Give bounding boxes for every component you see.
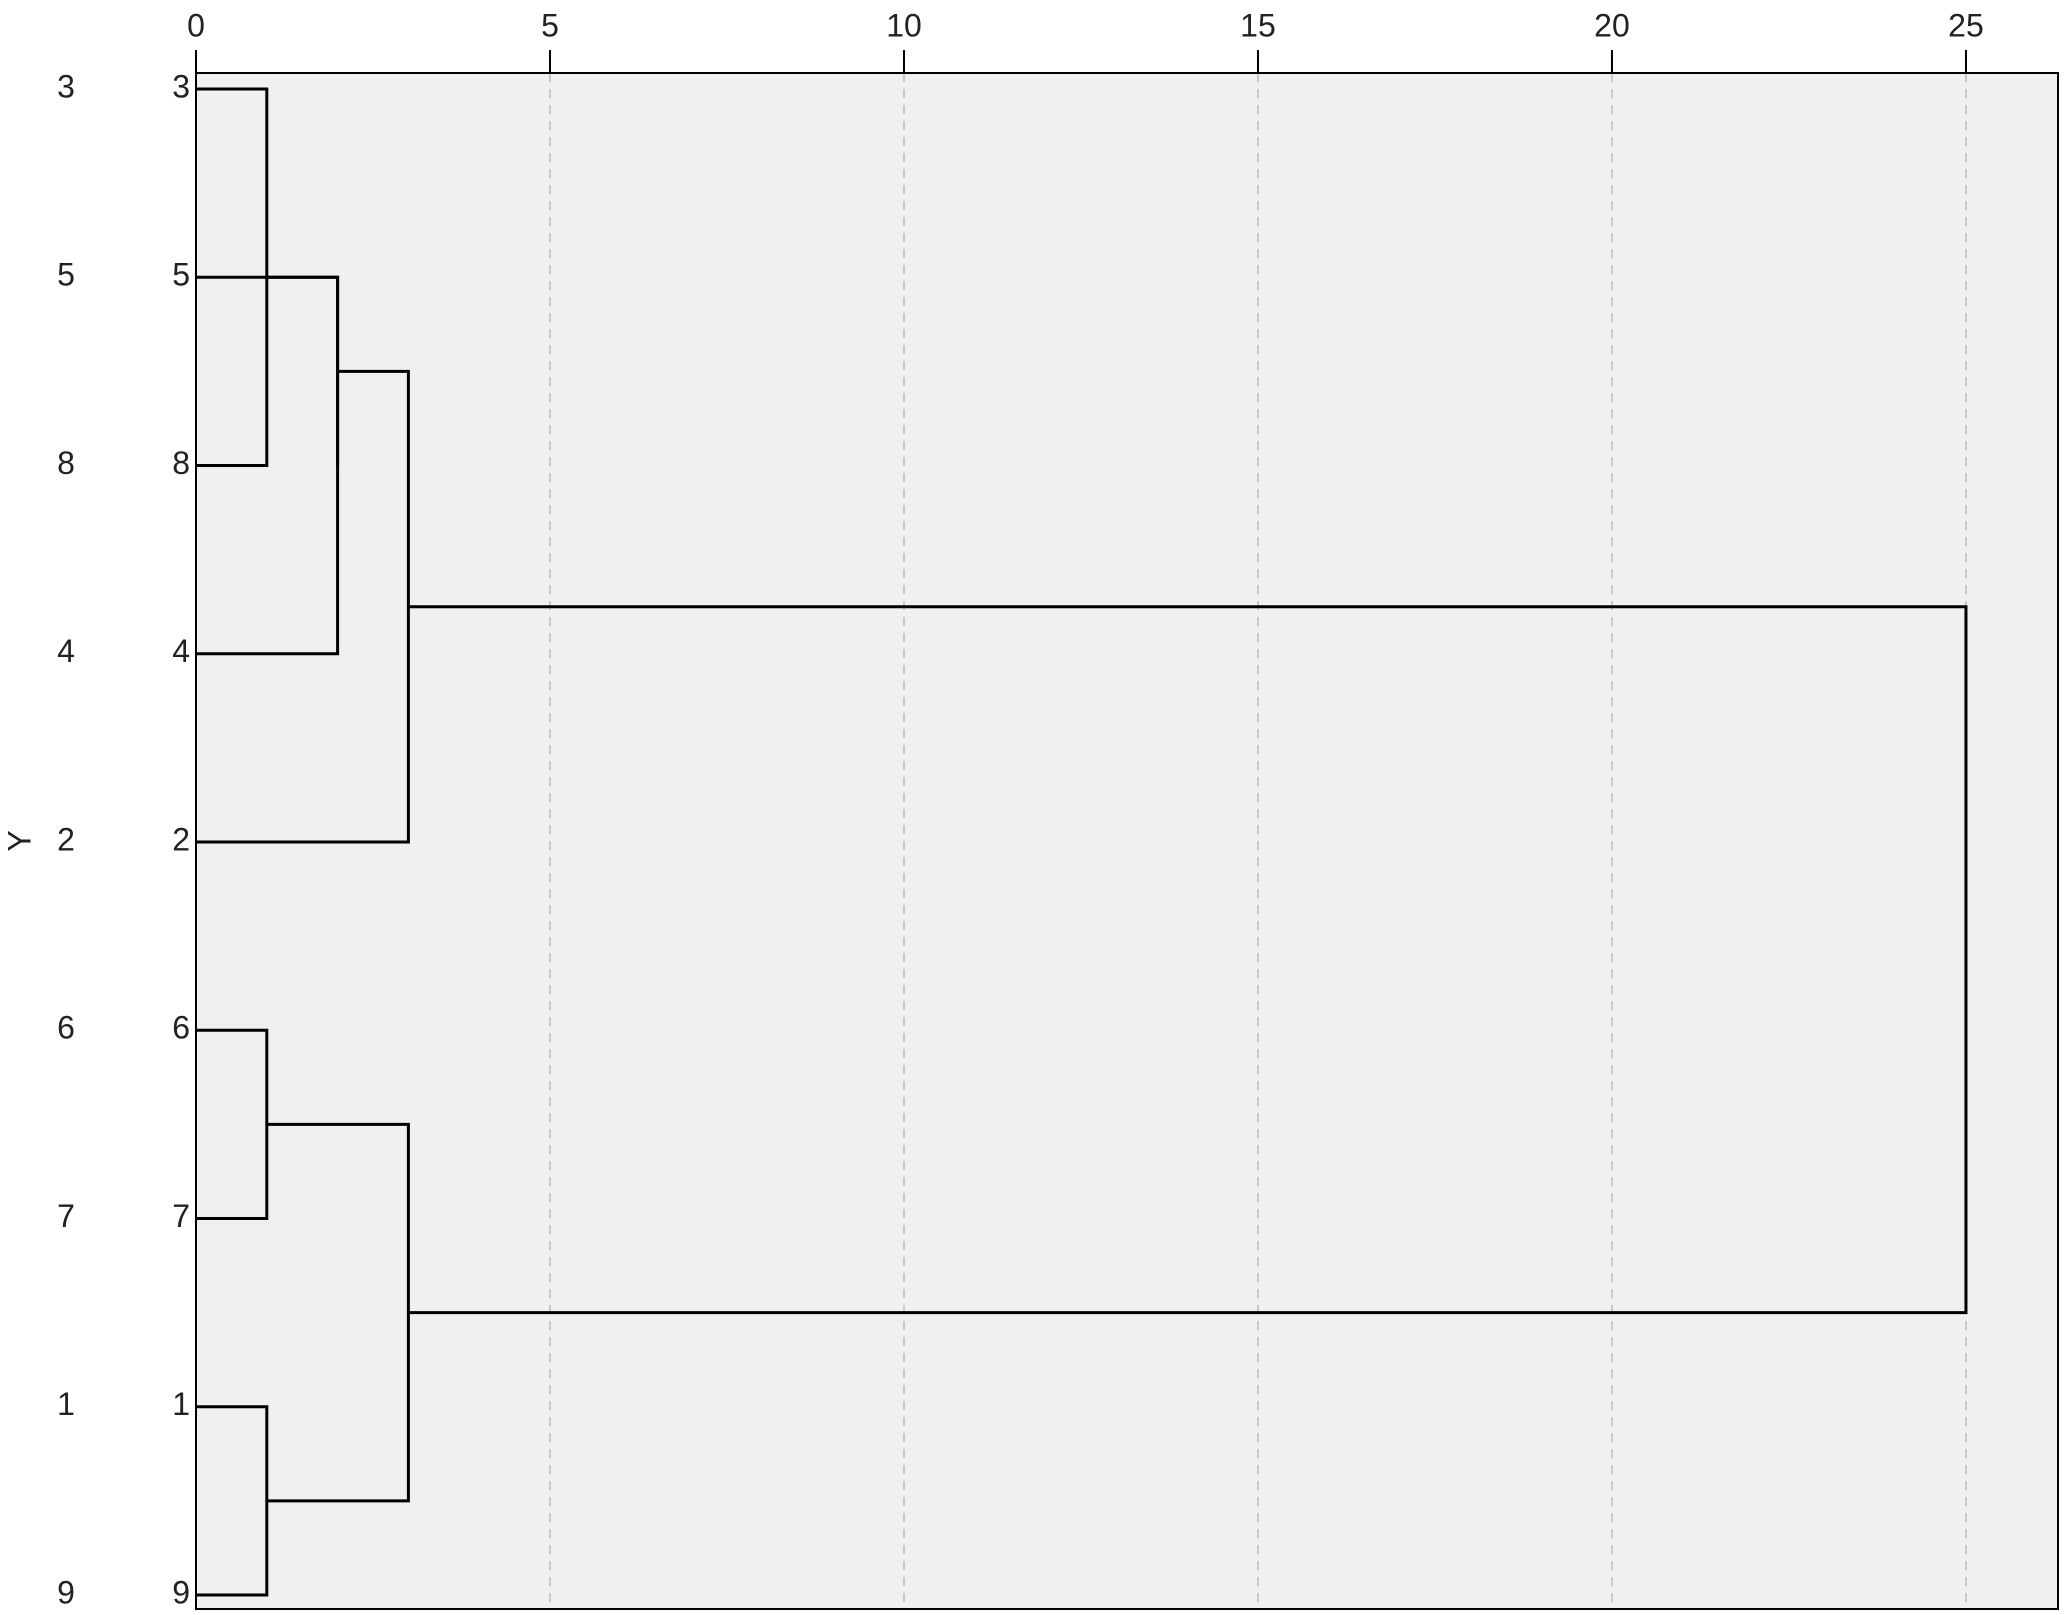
leaf-label: 8 xyxy=(172,445,190,481)
x-tick-label: 15 xyxy=(1240,7,1276,43)
case-label: 3 xyxy=(57,68,75,104)
leaf-label: 7 xyxy=(172,1198,190,1234)
dendrogram-link xyxy=(408,605,1968,1315)
leaf-label: 9 xyxy=(172,1574,190,1610)
x-tick-label: 25 xyxy=(1948,7,1984,43)
case-label: 5 xyxy=(57,257,75,293)
y-axis-label: Y xyxy=(1,830,37,851)
dendrogram-link xyxy=(196,1028,269,1220)
dendrogram-link xyxy=(266,1122,410,1503)
case-label: 9 xyxy=(57,1574,75,1610)
dendrogram-link xyxy=(266,275,340,466)
x-tick-label: 20 xyxy=(1594,7,1630,43)
x-tick-label: 10 xyxy=(886,7,922,43)
dendrogram-link xyxy=(196,1405,269,1597)
x-tick-label: 5 xyxy=(541,7,559,43)
leaf-label: 4 xyxy=(172,633,190,669)
case-label: 7 xyxy=(57,1198,75,1234)
links xyxy=(196,87,1968,1597)
case-label: 1 xyxy=(57,1386,75,1422)
case-label: 6 xyxy=(57,1010,75,1046)
dendrogram-link xyxy=(196,369,410,844)
leaf-label: 2 xyxy=(172,821,190,857)
leaf-label: 5 xyxy=(172,257,190,293)
leaf-label: 3 xyxy=(172,68,190,104)
leaf-label: 6 xyxy=(172,1010,190,1046)
case-label: 2 xyxy=(57,821,75,857)
x-tick-label: 0 xyxy=(187,7,205,43)
case-label: 8 xyxy=(57,445,75,481)
case-label: 4 xyxy=(57,633,75,669)
leaf-label: 1 xyxy=(172,1386,190,1422)
plot-frame xyxy=(195,72,2059,1610)
plot-background xyxy=(196,73,2058,1609)
